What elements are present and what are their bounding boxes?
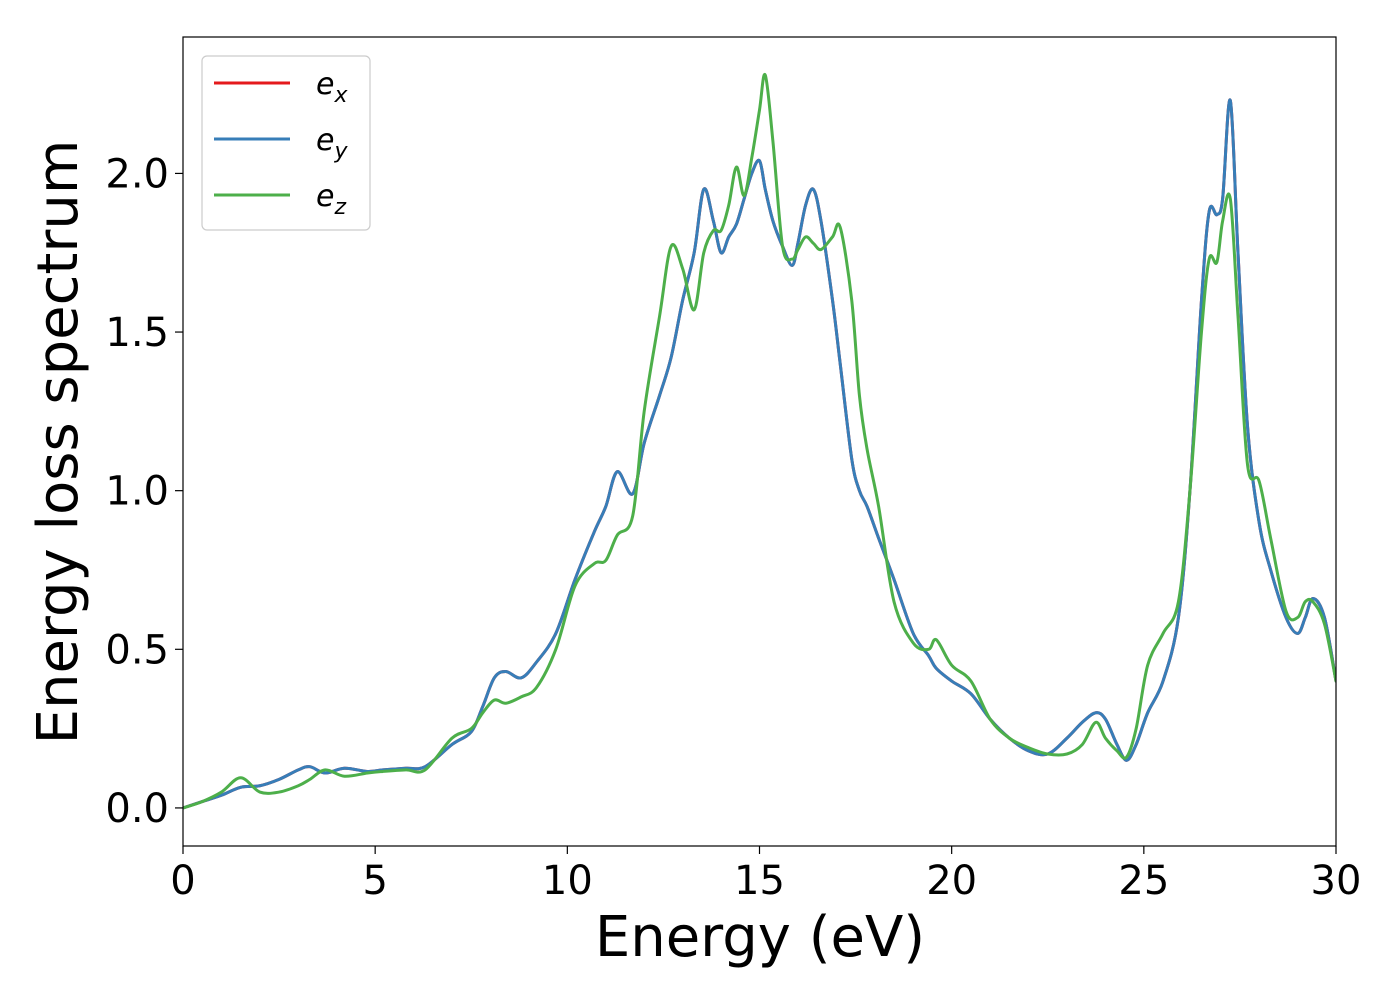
y-tick-label: 2.0 [105, 151, 169, 197]
x-tick-label: 10 [542, 858, 593, 904]
x-tick-label: 20 [926, 858, 977, 904]
y-axis-title: Energy loss spectrum [26, 140, 91, 745]
y-tick-label: 1.5 [105, 310, 169, 356]
legend-label-x: ex [316, 67, 348, 108]
series-line-e-z [183, 72, 1336, 810]
y-tick-label: 0.5 [105, 627, 169, 673]
x-axis-title: Energy (eV) [595, 905, 925, 970]
legend-label-z: ez [316, 179, 346, 220]
legend: ex ey ez [201, 55, 371, 231]
x-tick-label: 30 [1311, 858, 1362, 904]
x-tick-label: 15 [734, 858, 785, 904]
axes: 0 5 10 15 20 25 30 0.0 0.5 1.0 1.5 2.0 [105, 36, 1362, 904]
series-group [183, 72, 1336, 810]
legend-box [201, 55, 371, 231]
plot-area [183, 72, 1336, 810]
x-tick-label: 5 [362, 858, 387, 904]
x-tick-label: 25 [1118, 858, 1169, 904]
y-tick-label: 0.0 [105, 786, 169, 832]
legend-label-y: ey [316, 123, 348, 164]
x-tick-label: 0 [170, 858, 195, 904]
y-tick-label: 1.0 [105, 469, 169, 515]
